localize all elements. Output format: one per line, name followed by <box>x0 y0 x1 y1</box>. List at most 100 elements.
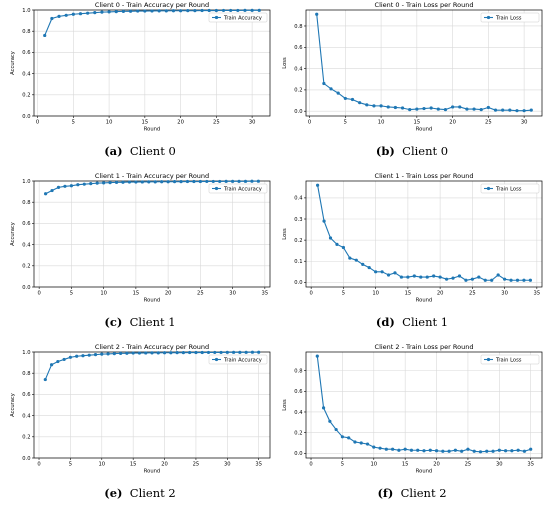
data-point <box>243 179 248 183</box>
data-point <box>224 179 228 183</box>
data-point <box>374 270 378 274</box>
data-point <box>192 179 196 184</box>
data-point <box>343 96 347 101</box>
x-tick-label: 5 <box>69 462 72 468</box>
data-point <box>200 350 204 355</box>
data-point <box>56 185 61 189</box>
y-tick-label: 0.2 <box>22 93 30 99</box>
y-tick-label: 0.0 <box>22 285 30 291</box>
x-tick-label: 15 <box>130 462 137 468</box>
y-tick-label: 0.4 <box>22 413 31 419</box>
chart-title: Client 0 - Train Loss per Round <box>375 1 474 9</box>
data-point <box>391 447 395 451</box>
data-point <box>57 14 61 18</box>
data-point <box>378 446 382 450</box>
legend-marker <box>486 357 491 362</box>
y-tick-label: 1.0 <box>22 179 30 185</box>
data-point <box>441 449 445 453</box>
data-point <box>465 107 469 111</box>
data-point <box>422 106 426 111</box>
data-point <box>43 377 47 382</box>
data-point <box>231 179 235 183</box>
data-point <box>49 363 54 367</box>
data-point <box>179 180 183 184</box>
data-point <box>340 435 345 439</box>
data-point <box>218 179 222 184</box>
data-point <box>136 9 140 13</box>
y-axis-label: Accuracy <box>10 393 16 417</box>
data-point <box>321 406 326 410</box>
data-point <box>169 351 173 355</box>
data-point <box>143 9 147 13</box>
x-tick-label: 25 <box>197 291 204 297</box>
plot-area <box>34 10 270 116</box>
data-point <box>522 278 526 282</box>
data-point <box>164 9 168 13</box>
data-point <box>128 9 133 13</box>
y-tick-label: 0.6 <box>294 389 302 395</box>
chart-title: Client 1 - Train Loss per Round <box>375 172 474 180</box>
data-point <box>365 103 369 107</box>
data-point <box>150 351 154 355</box>
data-point <box>244 350 248 354</box>
data-point <box>399 275 404 279</box>
legend-label: Train Loss <box>495 15 522 21</box>
data-point <box>81 354 85 358</box>
data-point <box>515 278 520 282</box>
data-point <box>529 447 533 451</box>
data-point <box>229 8 233 13</box>
data-point <box>367 265 371 270</box>
plot-area <box>306 181 542 287</box>
data-point <box>406 275 410 279</box>
data-point <box>134 180 138 184</box>
data-point <box>348 256 352 260</box>
data-point <box>496 273 500 277</box>
data-point <box>112 351 116 356</box>
x-tick-label: 30 <box>501 291 508 297</box>
data-point <box>509 278 513 282</box>
legend-label: Train Accuracy <box>223 186 262 192</box>
legend-box <box>480 354 540 365</box>
legend-label: Train Accuracy <box>223 15 262 21</box>
legend-marker <box>214 186 219 191</box>
data-point <box>257 350 261 354</box>
plot-frame <box>305 180 543 288</box>
data-point <box>322 219 326 223</box>
data-point <box>438 275 442 279</box>
chart-client2-accuracy: Client 2 - Train Accuracy per Round 0 5 10 1… <box>10 343 271 475</box>
plot-frame <box>305 351 543 459</box>
y-tick-label: 0.4 <box>294 410 303 416</box>
x-tick-label: 30 <box>229 291 236 297</box>
data-point <box>205 179 209 184</box>
data-point <box>108 180 112 185</box>
data-point <box>172 180 177 184</box>
data-point <box>100 10 104 14</box>
y-tick-label: 0.0 <box>294 451 302 457</box>
data-point <box>137 351 142 355</box>
caption-f: (f) Client 2 <box>377 486 447 500</box>
chart-title: Client 0 - Train Accuracy per Round <box>95 1 209 9</box>
data-point <box>422 449 426 453</box>
data-point <box>508 108 512 112</box>
y-tick-label: 0.6 <box>294 45 302 51</box>
data-point <box>393 105 397 110</box>
data-point <box>162 351 167 355</box>
legend-marker <box>486 15 491 20</box>
data-point <box>453 448 457 452</box>
data-point <box>432 274 436 278</box>
x-tick-label: 30 <box>521 120 528 126</box>
data-point <box>87 353 91 357</box>
data-point <box>68 355 73 359</box>
y-tick-label: 0.4 <box>294 196 303 202</box>
data-point <box>361 262 365 267</box>
plot-frame <box>305 9 543 117</box>
data-point <box>529 108 533 112</box>
y-tick-label: 0.8 <box>294 24 302 30</box>
x-axis-label: Round <box>416 298 432 304</box>
legend-label: Train Loss <box>495 186 522 192</box>
legend-label: Train Accuracy <box>223 357 262 363</box>
data-point <box>408 108 412 112</box>
y-tick-label: 0.8 <box>22 29 30 35</box>
chart-client1-accuracy: Client 1 - Train Accuracy per Round 0 5 10 1… <box>10 172 271 304</box>
data-point <box>157 9 161 13</box>
